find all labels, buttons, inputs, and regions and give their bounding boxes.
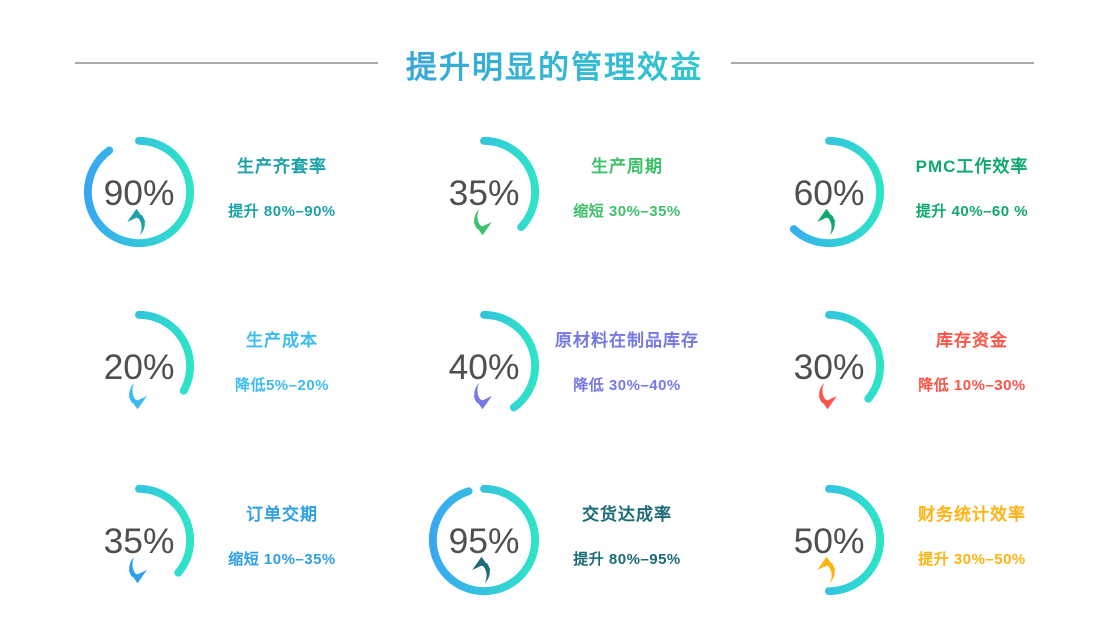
metric-range: 提升 40%–60 %: [915, 202, 1029, 220]
gauge-ring: 35%: [428, 136, 540, 248]
metric-label: 原材料在制品库存: [555, 330, 699, 350]
gauge-value: 35%: [449, 173, 520, 213]
metric-range: 提升 80%–90%: [228, 202, 336, 220]
page-title: 提升明显的管理效益: [0, 42, 1109, 87]
header: 提升明显的管理效益: [0, 0, 1109, 105]
metric-label: 库存资金: [936, 330, 1008, 350]
title-divider-right: [731, 62, 1034, 64]
metric-range: 缩短 30%–35%: [573, 202, 681, 220]
metric-label: PMC工作效率: [915, 156, 1029, 176]
gauge-value: 20%: [104, 347, 175, 387]
metric-range: 提升 30%–50%: [918, 550, 1026, 568]
gauge-arc: [83, 310, 195, 422]
gauge-arc: [428, 484, 540, 596]
gauge-arc: [428, 310, 540, 422]
gauge-value: 40%: [449, 347, 520, 387]
metric-card-3: 60% PMC工作效率 提升 40%–60 %: [762, 105, 1052, 279]
trend-down-icon: [473, 208, 492, 236]
metric-card-1: 90% 生产齐套率 提升 80%–90%: [72, 105, 362, 279]
gauge-ring: 60%: [773, 136, 885, 248]
metric-label: 财务统计效率: [918, 504, 1026, 524]
gauge-ring: 95%: [428, 484, 540, 596]
metric-range: 降低 10%–30%: [918, 376, 1026, 394]
trend-up-icon: [472, 556, 491, 584]
metric-label: 生产成本: [246, 330, 318, 350]
metric-label: 生产周期: [591, 156, 663, 176]
metric-range: 降低 30%–40%: [573, 376, 681, 394]
gauge-value: 30%: [794, 347, 865, 387]
metric-text: PMC工作效率 提升 40%–60 %: [888, 156, 1052, 221]
gauge-ring: 90%: [83, 136, 195, 248]
gauge-arc: [428, 136, 540, 248]
gauge-arc: [773, 484, 885, 596]
metric-card-4: 20% 生产成本 降低5%–20%: [72, 279, 362, 453]
metric-range: 提升 80%–95%: [573, 550, 681, 568]
trend-up-icon: [817, 556, 836, 584]
metric-text: 财务统计效率 提升 30%–50%: [888, 504, 1052, 569]
gauge-ring: 35%: [83, 484, 195, 596]
gauge-value: 60%: [794, 173, 865, 213]
metric-card-8: 95% 交货达成率 提升 80%–95%: [417, 453, 707, 623]
gauge-arc: [773, 136, 885, 248]
trend-down-icon: [128, 556, 147, 584]
trend-up-icon: [127, 208, 146, 236]
title-divider-left: [75, 62, 378, 64]
metric-text: 生产成本 降低5%–20%: [198, 330, 362, 395]
trend-down-icon: [818, 382, 837, 410]
gauge-value: 35%: [104, 521, 175, 561]
metric-text: 库存资金 降低 10%–30%: [888, 330, 1052, 395]
metric-label: 订单交期: [246, 504, 318, 524]
metric-card-5: 40% 原材料在制品库存 降低 30%–40%: [417, 279, 707, 453]
metric-card-2: 35% 生产周期 缩短 30%–35%: [417, 105, 707, 279]
trend-down-icon: [128, 382, 147, 410]
metric-text: 原材料在制品库存 降低 30%–40%: [543, 330, 707, 395]
metric-text: 生产齐套率 提升 80%–90%: [198, 156, 362, 221]
metric-card-6: 30% 库存资金 降低 10%–30%: [762, 279, 1052, 453]
gauge-ring: 20%: [83, 310, 195, 422]
gauge-ring: 40%: [428, 310, 540, 422]
gauge-arc: [83, 136, 195, 248]
gauge-ring: 50%: [773, 484, 885, 596]
metric-range: 降低5%–20%: [234, 376, 330, 394]
metric-text: 订单交期 缩短 10%–35%: [198, 504, 362, 569]
metric-label: 交货达成率: [582, 504, 672, 524]
gauge-ring: 30%: [773, 310, 885, 422]
gauge-value: 95%: [449, 521, 520, 561]
metric-range: 缩短 10%–35%: [228, 550, 336, 568]
gauge-value: 50%: [794, 521, 865, 561]
gauge-arc: [83, 484, 195, 596]
trend-down-icon: [473, 382, 492, 410]
metric-text: 交货达成率 提升 80%–95%: [543, 504, 707, 569]
gauge-arc: [773, 310, 885, 422]
metric-card-9: 50% 财务统计效率 提升 30%–50%: [762, 453, 1052, 623]
metric-label: 生产齐套率: [237, 156, 327, 176]
metric-text: 生产周期 缩短 30%–35%: [543, 156, 707, 221]
metric-card-7: 35% 订单交期 缩短 10%–35%: [72, 453, 362, 623]
metrics-grid: 90% 生产齐套率 提升 80%–90% 35% 生产周期 缩短 30%–35%: [0, 105, 1109, 623]
trend-up-icon: [817, 208, 836, 236]
gauge-value: 90%: [104, 173, 175, 213]
